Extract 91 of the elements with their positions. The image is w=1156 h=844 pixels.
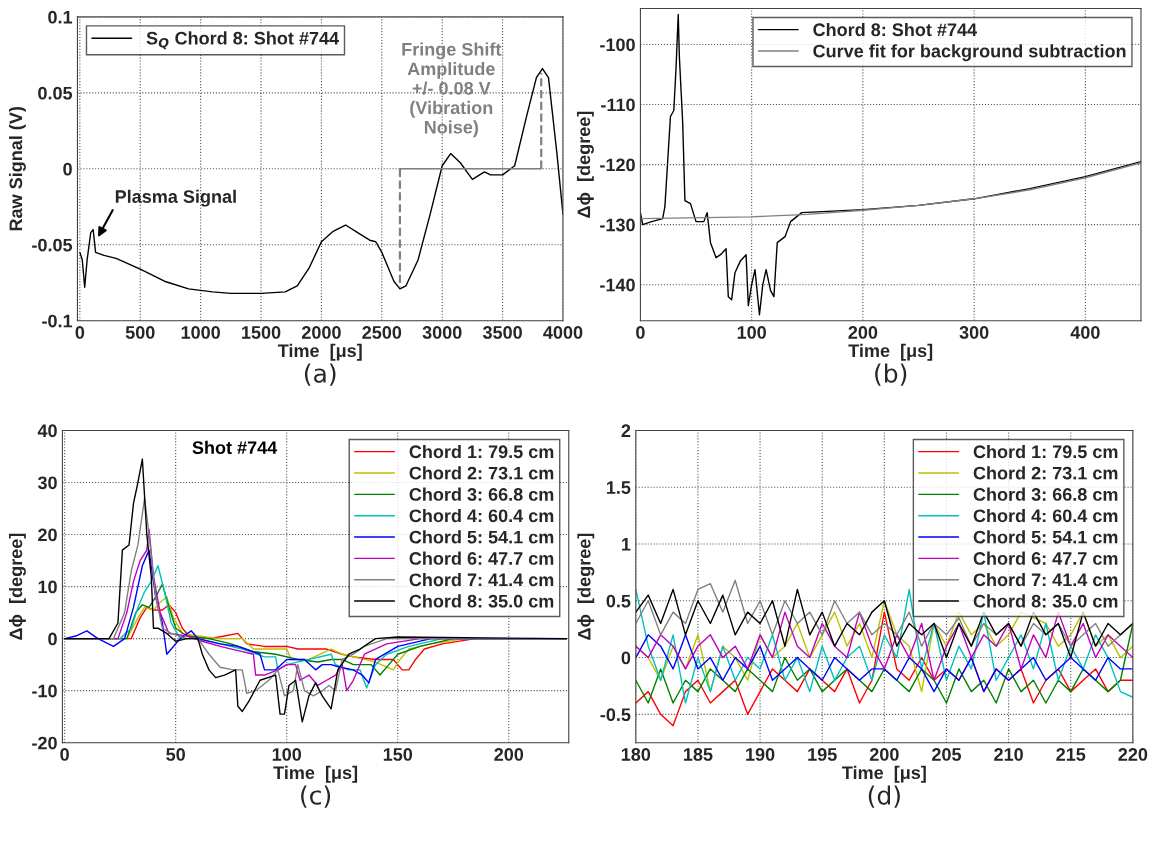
x-tick-label: 220 bbox=[1118, 748, 1148, 761]
legend-label: Chord 8: 35.0 cm bbox=[409, 594, 554, 608]
legend-label: Chord 6: 47.7 cm bbox=[973, 551, 1118, 565]
x-tick-label: 0 bbox=[636, 326, 645, 339]
x-tick-label: 210 bbox=[994, 748, 1023, 761]
y-tick-label: 0 bbox=[63, 162, 72, 176]
legend-label: Chord 8: Shot #744 bbox=[813, 22, 977, 37]
y-tick-label: 1.5 bbox=[606, 481, 631, 494]
x-axis-title: Time [μs] bbox=[277, 343, 362, 361]
legend-label: Chord 3: 66.8 cm bbox=[973, 487, 1118, 501]
y-tick-label: -110 bbox=[601, 98, 635, 112]
x-tick-label: 3000 bbox=[422, 326, 462, 339]
y-tick-label: 1 bbox=[622, 538, 631, 551]
y-tick-label: 20 bbox=[38, 528, 57, 542]
y-axis-title: Δϕ [degree] bbox=[576, 111, 594, 218]
x-tick-label: 200 bbox=[848, 326, 878, 339]
y-axis-title: Δϕ [degree] bbox=[577, 533, 595, 640]
legend-label: Chord 2: 73.1 cm bbox=[409, 466, 554, 480]
legend-label: Curve fit for background subtraction bbox=[813, 44, 1126, 62]
x-tick-label: 195 bbox=[808, 748, 837, 761]
line-series bbox=[640, 13, 1141, 316]
legend-label: Chord 1: 79.5 cm bbox=[973, 444, 1118, 459]
y-tick-label: 0.05 bbox=[38, 86, 73, 100]
line-series bbox=[635, 588, 1133, 659]
line-series bbox=[63, 458, 568, 723]
y-tick-label: -0.5 bbox=[600, 708, 631, 722]
legend-label: Chord 5: 54.1 cm bbox=[409, 530, 554, 544]
line-series bbox=[640, 162, 1141, 220]
y-tick-label: 30 bbox=[37, 476, 57, 490]
x-tick-label: 4000 bbox=[543, 326, 583, 339]
y-tick-label: -100 bbox=[600, 38, 635, 52]
x-tick-label: 215 bbox=[1056, 748, 1086, 761]
y-tick-label: -0.05 bbox=[32, 238, 73, 252]
x-tick-label: 200 bbox=[494, 748, 524, 761]
annotation: Fringe Shift Amplitude +/- 0.08 V (Vibration Noise) bbox=[402, 42, 502, 138]
x-tick-label: 0 bbox=[75, 326, 85, 339]
legend-label: Chord 7: 41.4 cm bbox=[973, 572, 1118, 587]
y-tick-label: 2 bbox=[621, 424, 631, 437]
y-tick-label: 40 bbox=[37, 424, 57, 438]
x-tick-label: 2000 bbox=[301, 326, 341, 339]
x-axis-title: Time [μs] bbox=[842, 765, 926, 783]
x-tick-label: 180 bbox=[621, 748, 651, 761]
x-tick-label: 190 bbox=[746, 748, 775, 761]
y-tick-label: 0 bbox=[48, 632, 57, 646]
legend-label: Chord 5: 54.1 cm bbox=[973, 530, 1118, 544]
y-tick-label: -130 bbox=[600, 218, 635, 232]
x-tick-label: 400 bbox=[1070, 326, 1100, 339]
legend-label: Chord 3: 66.8 cm bbox=[409, 487, 554, 501]
x-tick-label: 300 bbox=[959, 326, 989, 339]
x-tick-label: 1000 bbox=[181, 326, 220, 339]
x-tick-label: 205 bbox=[932, 748, 962, 761]
x-axis-title: Time [μs] bbox=[848, 343, 933, 361]
text: (c) bbox=[301, 785, 331, 808]
x-tick-label: 3500 bbox=[482, 326, 522, 339]
x-tick-label: 1500 bbox=[242, 326, 281, 339]
y-tick-label: 0 bbox=[621, 651, 631, 665]
line-series bbox=[635, 588, 1133, 704]
x-tick-label: 100 bbox=[272, 748, 302, 761]
legend-label: Chord 1: 79.5 cm bbox=[409, 444, 554, 459]
legend-label: Chord 2: 73.1 cm bbox=[973, 466, 1118, 480]
legend-label: S$_{Q}$ Chord 8: Shot #744 bbox=[146, 31, 339, 50]
x-tick-label: 500 bbox=[125, 326, 155, 339]
legend-label: Chord 4: 60.4 cm bbox=[409, 508, 554, 523]
y-tick-label: 0.5 bbox=[606, 594, 631, 608]
text: (a) bbox=[304, 363, 336, 386]
x-tick-label: 150 bbox=[383, 748, 413, 761]
x-tick-label: 185 bbox=[684, 748, 713, 761]
y-tick-label: 0.1 bbox=[48, 10, 73, 24]
text: (d) bbox=[868, 785, 900, 808]
y-axis-title: Raw Signal (V) bbox=[8, 106, 26, 231]
y-tick-label: 10 bbox=[38, 580, 57, 594]
annotation: Shot #744 bbox=[192, 440, 278, 455]
y-axis-title: Δϕ [degree] bbox=[9, 533, 26, 640]
y-tick-label: -120 bbox=[600, 158, 635, 172]
text: (b) bbox=[875, 363, 907, 386]
y-tick-label: -0.1 bbox=[42, 314, 73, 328]
x-tick-label: 100 bbox=[737, 326, 766, 339]
line-series bbox=[635, 634, 1133, 693]
x-axis-title: Time [μs] bbox=[273, 765, 358, 783]
legend-label: Chord 4: 60.4 cm bbox=[973, 508, 1118, 523]
y-tick-label: -20 bbox=[32, 736, 57, 750]
legend-label: Chord 6: 47.7 cm bbox=[409, 551, 554, 565]
annotation: Plasma Signal bbox=[115, 189, 236, 207]
x-tick-label: 50 bbox=[166, 748, 185, 761]
line-series bbox=[635, 611, 1133, 681]
legend-label: Chord 8: 35.0 cm bbox=[973, 594, 1118, 608]
x-tick-label: 200 bbox=[869, 748, 899, 761]
y-tick-label: -10 bbox=[32, 684, 57, 698]
legend-label: Chord 7: 41.4 cm bbox=[409, 572, 554, 587]
x-tick-label: 2500 bbox=[362, 326, 402, 339]
y-tick-label: -140 bbox=[600, 278, 635, 292]
